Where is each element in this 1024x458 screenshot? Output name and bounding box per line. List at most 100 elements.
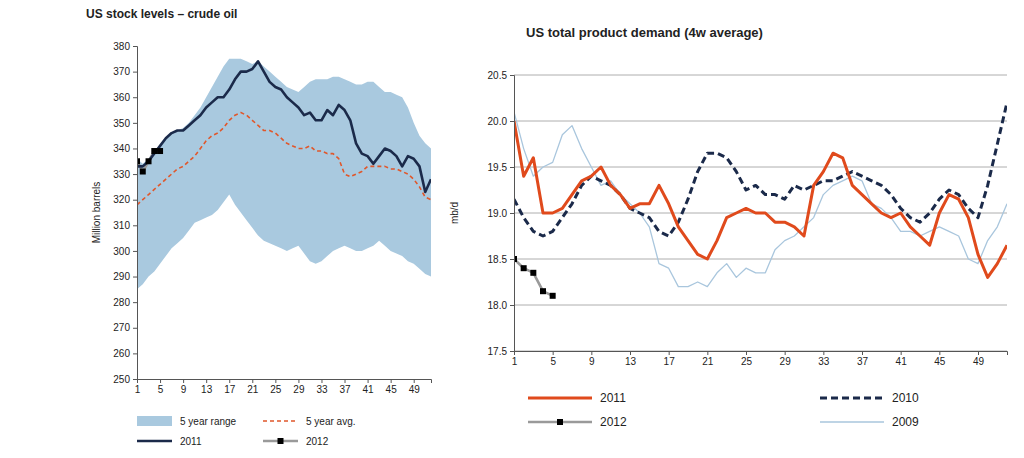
x-tick-label: 33 (316, 384, 328, 395)
x-tick-label: 9 (181, 384, 187, 395)
x-tick: 37 (339, 379, 351, 395)
series-line (137, 151, 160, 171)
x-tick-mark (746, 351, 747, 355)
grid-line (514, 305, 1007, 306)
x-tick-mark (160, 379, 161, 383)
x-tick-label: 17 (224, 384, 236, 395)
x-tick: 1 (135, 379, 141, 395)
x-tick-label: 37 (857, 356, 869, 367)
y-tick: 360 (113, 92, 137, 103)
x-tick-mark (823, 351, 824, 355)
x-tick-mark (978, 351, 979, 355)
y-tick-label: 340 (113, 143, 130, 154)
y-tick-mark (510, 75, 514, 76)
y-tick-mark (133, 302, 137, 303)
chart-title: US stock levels – crude oil (86, 7, 237, 21)
x-tick-label: 49 (409, 384, 421, 395)
y-tick-mark (510, 305, 514, 306)
y-tick: 250 (113, 374, 137, 385)
x-tick-mark (591, 351, 592, 355)
x-tick-label: 1 (135, 384, 141, 395)
y-tick: 320 (113, 194, 137, 205)
plot-area (514, 103, 1007, 299)
y-tick-label: 330 (113, 169, 130, 180)
range-area (137, 59, 431, 290)
x-tick-mark (630, 351, 631, 355)
y-tick-label: 320 (113, 194, 130, 205)
series-line (514, 112, 1007, 287)
grid-line (514, 75, 1007, 76)
y-tick: 19.0 (488, 208, 514, 219)
x-tick-label: 5 (550, 356, 556, 367)
x-tick-label: 21 (702, 356, 714, 367)
y-axis: 17.518.018.519.019.520.020.5 (488, 70, 515, 357)
x-tick-mark (368, 379, 369, 383)
series-line (514, 259, 553, 296)
x-tick: 41 (363, 379, 375, 395)
legend-item: 2011 (528, 391, 626, 405)
x-tick: 33 (316, 379, 328, 395)
x-tick-label: 21 (247, 384, 259, 395)
y-tick: 20.0 (488, 116, 514, 127)
x-tick-label: 45 (386, 384, 398, 395)
x-tick-label: 41 (363, 384, 375, 395)
y-tick-mark (133, 72, 137, 73)
x-tick: 5 (158, 379, 164, 395)
y-tick-mark (133, 353, 137, 354)
y-tick: 18.0 (488, 300, 514, 311)
legend-item: 2012 (528, 415, 627, 429)
grid-line (514, 259, 1007, 260)
series-marker (146, 158, 152, 164)
y-tick-mark (133, 328, 137, 329)
legend-label: 2010 (892, 391, 919, 405)
legend-item: 2009 (820, 415, 919, 429)
x-tick: 45 (934, 351, 946, 367)
series-line (514, 103, 1007, 236)
x-tick-mark (321, 379, 322, 383)
y-tick-mark (133, 251, 137, 252)
chart: US stock levels – crude oilMillion barre… (86, 7, 432, 447)
x-tick: 37 (857, 351, 869, 367)
x-tick: 49 (973, 351, 985, 367)
x-tick-mark (298, 379, 299, 383)
y-tick-mark (133, 200, 137, 201)
x-tick-label: 29 (293, 384, 305, 395)
y-axis: 2502602702802903003103203303403503603703… (113, 41, 137, 385)
y-tick-label: 260 (113, 348, 130, 359)
y-tick-label: 18.0 (488, 300, 508, 311)
x-tick: 9 (181, 379, 187, 395)
legend-label: 2011 (600, 391, 626, 405)
y-tick-mark (133, 277, 137, 278)
x-tick-label: 49 (973, 356, 985, 367)
y-tick-mark (510, 121, 514, 122)
grid-line (514, 167, 1007, 168)
x-tick-mark (275, 379, 276, 383)
legend-swatch (137, 416, 172, 426)
x-tick-mark (862, 351, 863, 355)
y-tick: 290 (113, 271, 137, 282)
series-marker (530, 270, 536, 276)
legend-swatch (820, 421, 884, 422)
x-tick: 29 (293, 379, 305, 395)
y-tick-mark (510, 259, 514, 260)
y-tick-label: 360 (113, 92, 130, 103)
y-tick-mark (510, 213, 514, 214)
y-tick-mark (133, 379, 137, 380)
y-tick: 280 (113, 297, 137, 308)
legend-label: 5 year range (180, 416, 237, 427)
y-tick: 20.5 (488, 70, 514, 81)
x-tick: 21 (702, 351, 714, 367)
legend: 2011 2010 2012 2009 (528, 391, 919, 429)
legend-item: 5 year avg. (263, 416, 355, 427)
x-tick-mark (206, 379, 207, 383)
x-tick-mark (345, 379, 346, 383)
chart-canvas: US stock levels – crude oilMillion barre… (0, 0, 1024, 458)
series-marker (540, 288, 546, 294)
y-tick-label: 20.5 (488, 70, 508, 81)
x-tick: 21 (247, 379, 259, 395)
y-tick-label: 19.5 (488, 162, 508, 173)
series-line (137, 61, 431, 192)
y-tick-label: 350 (113, 118, 130, 129)
x-tick: 17 (664, 351, 676, 367)
x-tick-label: 13 (201, 384, 213, 395)
